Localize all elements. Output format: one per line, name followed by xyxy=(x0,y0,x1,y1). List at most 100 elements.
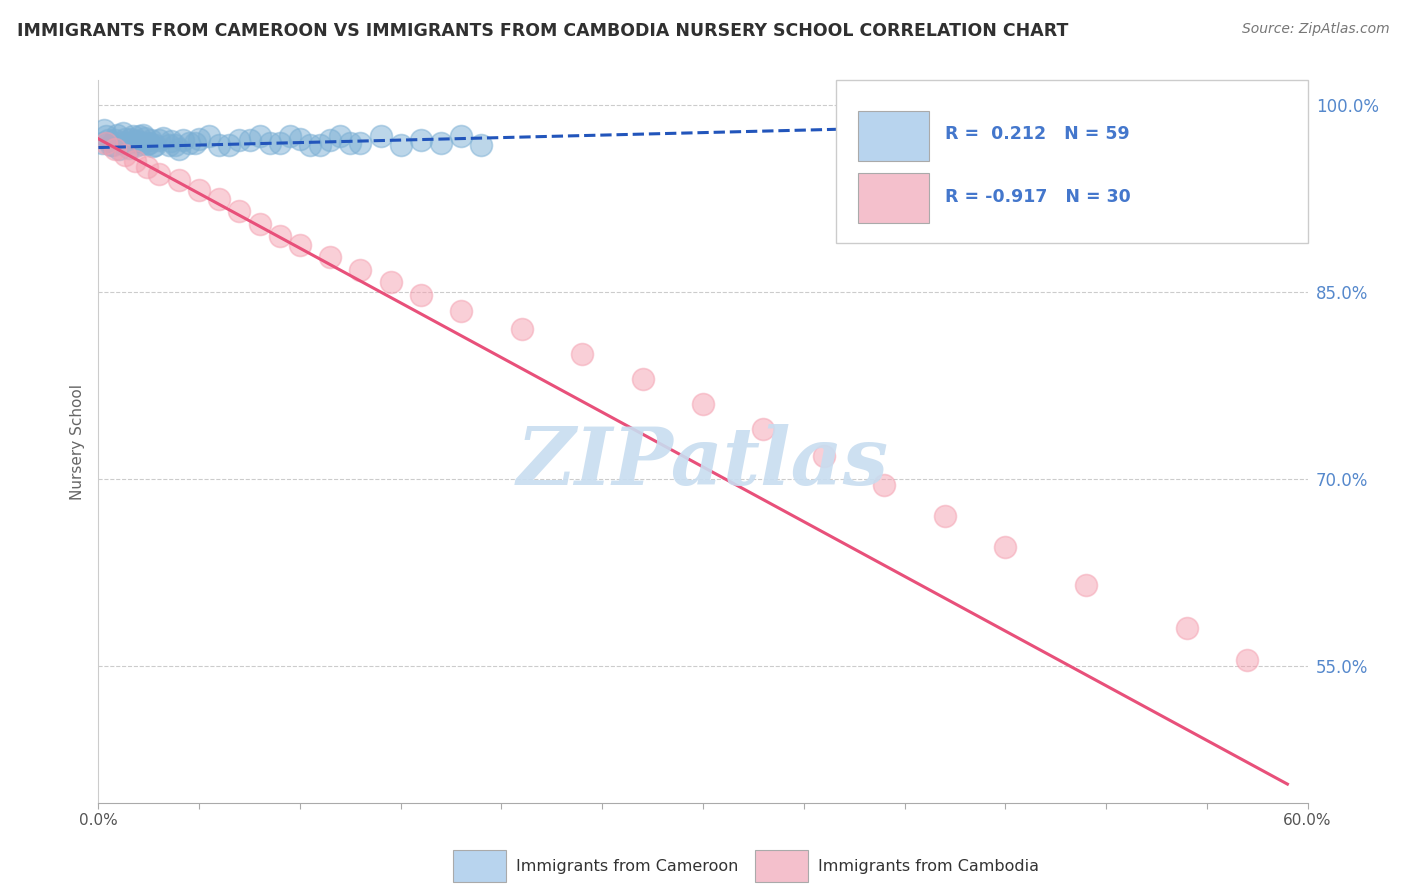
Point xyxy=(134,130,156,145)
Point xyxy=(309,138,332,153)
Point xyxy=(349,136,371,150)
Point xyxy=(148,133,170,147)
Point xyxy=(571,347,593,361)
Point xyxy=(172,133,194,147)
Text: Immigrants from Cambodia: Immigrants from Cambodia xyxy=(818,859,1039,874)
Point xyxy=(125,134,148,148)
Point xyxy=(249,217,271,231)
Point xyxy=(135,161,157,175)
Point xyxy=(510,322,533,336)
Point xyxy=(148,167,170,181)
Point xyxy=(114,148,136,162)
Point xyxy=(208,138,231,153)
Point xyxy=(370,129,392,144)
Point xyxy=(1074,578,1097,592)
Point xyxy=(380,275,402,289)
FancyBboxPatch shape xyxy=(858,173,929,223)
Point xyxy=(1236,652,1258,666)
Point xyxy=(167,142,190,156)
Point xyxy=(873,478,896,492)
Point xyxy=(114,132,136,146)
Point xyxy=(118,140,141,154)
Point xyxy=(188,132,211,146)
Point xyxy=(430,136,453,150)
Point xyxy=(142,139,165,153)
Point xyxy=(124,139,146,153)
Point xyxy=(129,136,152,151)
FancyBboxPatch shape xyxy=(837,80,1308,243)
Point xyxy=(132,128,155,142)
Point xyxy=(100,138,122,153)
Text: R =  0.212   N = 59: R = 0.212 N = 59 xyxy=(945,126,1129,144)
Point xyxy=(299,138,322,153)
Point xyxy=(813,450,835,464)
Point xyxy=(218,138,240,153)
Point xyxy=(96,129,118,144)
Point xyxy=(105,128,128,142)
Point xyxy=(128,129,150,144)
Point xyxy=(143,138,166,153)
Text: Source: ZipAtlas.com: Source: ZipAtlas.com xyxy=(1241,22,1389,37)
Point xyxy=(188,183,211,197)
Text: IMMIGRANTS FROM CAMEROON VS IMMIGRANTS FROM CAMBODIA NURSERY SCHOOL CORRELATION : IMMIGRANTS FROM CAMEROON VS IMMIGRANTS F… xyxy=(17,22,1069,40)
Point xyxy=(115,136,138,150)
Point xyxy=(135,136,157,151)
Point xyxy=(269,229,291,244)
Point xyxy=(319,250,342,264)
Point xyxy=(319,133,342,147)
FancyBboxPatch shape xyxy=(858,112,929,161)
Point xyxy=(157,138,180,153)
Point xyxy=(120,132,142,146)
Point xyxy=(163,138,186,153)
Point xyxy=(349,262,371,277)
Point xyxy=(288,237,311,252)
Point xyxy=(339,136,361,150)
Point xyxy=(269,136,291,150)
Point xyxy=(994,541,1017,555)
Point xyxy=(103,133,125,147)
Point xyxy=(389,138,412,153)
Point xyxy=(179,136,201,150)
Point xyxy=(239,133,262,147)
Point xyxy=(450,303,472,318)
Point xyxy=(631,372,654,386)
Point xyxy=(121,129,143,144)
Point xyxy=(111,126,134,140)
Y-axis label: Nursery School: Nursery School xyxy=(69,384,84,500)
Point xyxy=(249,129,271,144)
Point xyxy=(934,509,956,524)
Text: Immigrants from Cameroon: Immigrants from Cameroon xyxy=(516,859,738,874)
Point xyxy=(93,123,115,137)
Point xyxy=(101,138,124,153)
Point xyxy=(91,136,114,150)
Point xyxy=(198,129,221,144)
Point xyxy=(138,136,160,150)
Point xyxy=(97,133,120,147)
FancyBboxPatch shape xyxy=(453,850,506,882)
Point xyxy=(1175,621,1198,635)
Point xyxy=(752,422,775,436)
Point xyxy=(124,154,146,169)
Point xyxy=(152,130,174,145)
Point xyxy=(107,142,129,156)
Point xyxy=(96,136,118,150)
Point xyxy=(278,129,301,144)
Point xyxy=(409,133,432,147)
Point xyxy=(184,136,207,150)
Point xyxy=(103,142,125,156)
Point xyxy=(208,192,231,206)
Point xyxy=(259,136,281,150)
Text: R = -0.917   N = 30: R = -0.917 N = 30 xyxy=(945,188,1130,206)
Point xyxy=(329,129,352,144)
Point xyxy=(692,397,714,411)
Text: ZIPatlas: ZIPatlas xyxy=(517,425,889,502)
Point xyxy=(409,287,432,301)
Point xyxy=(450,129,472,144)
FancyBboxPatch shape xyxy=(755,850,808,882)
Point xyxy=(228,133,250,147)
Point xyxy=(167,173,190,187)
Point xyxy=(228,204,250,219)
Point xyxy=(139,133,162,147)
Point xyxy=(160,134,183,148)
Point xyxy=(110,136,132,150)
